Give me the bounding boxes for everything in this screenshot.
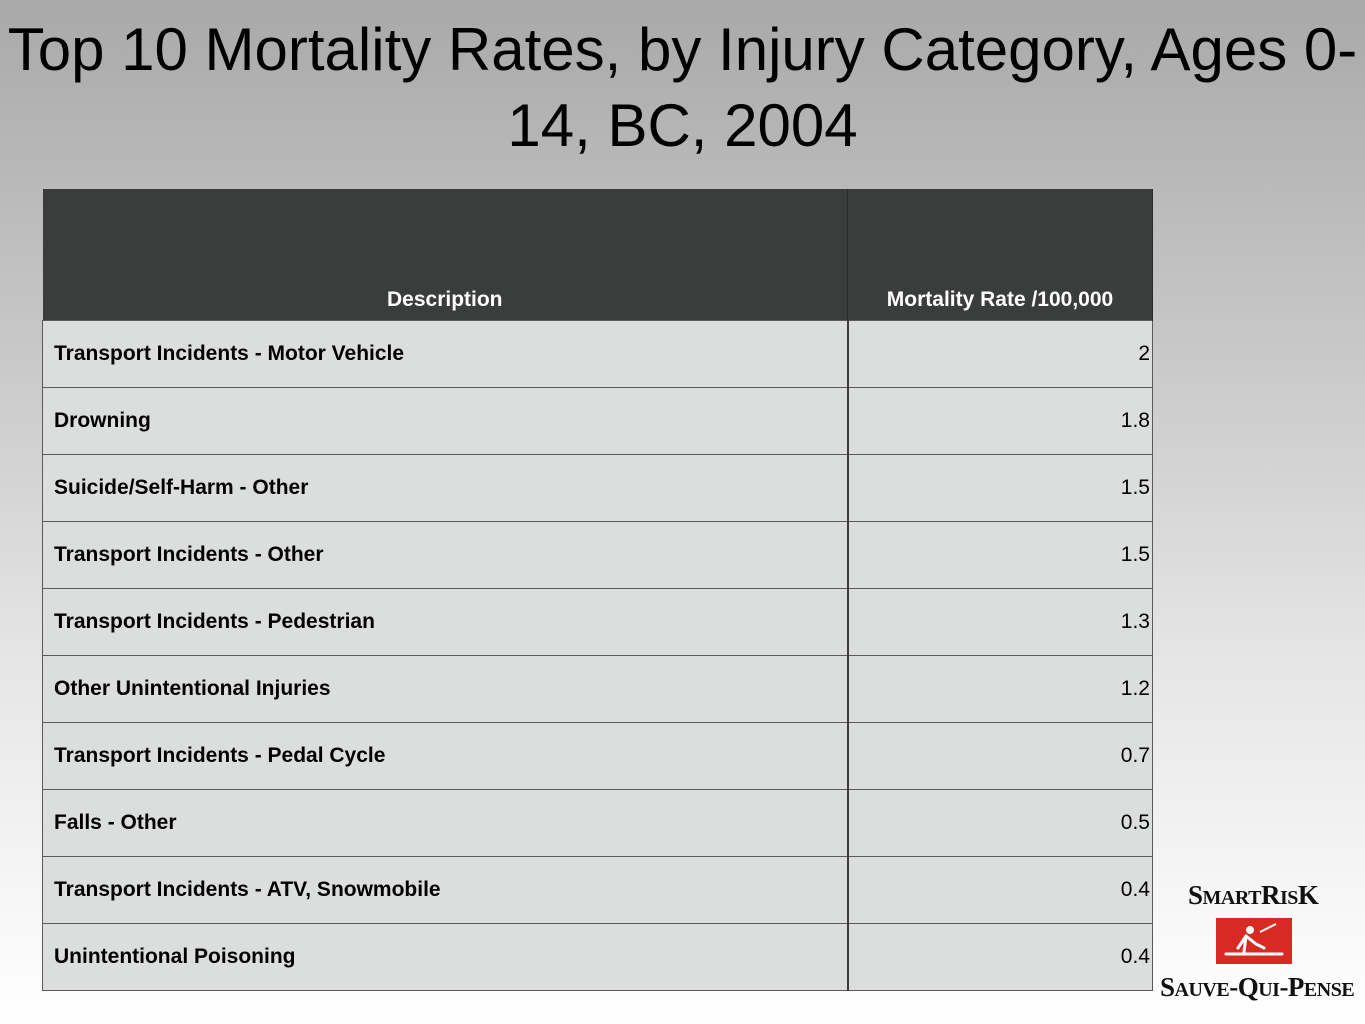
logo-top-text: SMARTRISK (1188, 880, 1319, 910)
header-description: Description (42, 189, 848, 321)
row-description: Transport Incidents - Pedal Cycle (42, 722, 849, 790)
table-row: Drowning 1.8 (42, 387, 1153, 455)
title-text: Top 10 Mortality Rates, by Injury Catego… (7, 16, 1358, 159)
table-row: Falls - Other 0.5 (42, 789, 1153, 857)
table-row: Transport Incidents - Pedal Cycle 0.7 (42, 722, 1153, 790)
slide-title: Top 10 Mortality Rates, by Injury Catego… (0, 12, 1365, 164)
logo-bottom-text: SAUVE-QUI-PENSE (1160, 972, 1355, 1002)
row-mortality-rate: 0.7 (847, 722, 1153, 790)
logo-skier-icon (1216, 918, 1292, 964)
row-mortality-rate: 1.8 (847, 387, 1153, 455)
row-description: Falls - Other (42, 789, 849, 857)
row-description: Transport Incidents - ATV, Snowmobile (42, 856, 849, 924)
row-mortality-rate: 1.3 (847, 588, 1153, 656)
table-row: Transport Incidents - Motor Vehicle 2 (42, 320, 1153, 388)
row-mortality-rate: 0.4 (847, 856, 1153, 924)
table-row: Suicide/Self-Harm - Other 1.5 (42, 454, 1153, 522)
header-mortality-rate: Mortality Rate /100,000 (847, 189, 1153, 321)
row-description: Unintentional Poisoning (42, 923, 849, 991)
row-mortality-rate: 0.5 (847, 789, 1153, 857)
table-row: Transport Incidents - Pedestrian 1.3 (42, 588, 1153, 656)
mortality-table: Description Mortality Rate /100,000 Tran… (42, 189, 1153, 991)
table-row: Transport Incidents - ATV, Snowmobile 0.4 (42, 856, 1153, 924)
table-header-row: Description Mortality Rate /100,000 (42, 189, 1153, 321)
row-mortality-rate: 1.5 (847, 521, 1153, 589)
table-body: Transport Incidents - Motor Vehicle 2 Drow… (42, 320, 1153, 991)
row-mortality-rate: 2 (847, 320, 1153, 388)
table-row: Transport Incidents - Other 1.5 (42, 521, 1153, 589)
table-row: Other Unintentional Injuries 1.2 (42, 655, 1153, 723)
smartrisk-logo: SMARTRISK SAUVE-QUI-PENSE (1160, 880, 1356, 1008)
row-description: Other Unintentional Injuries (42, 655, 849, 723)
row-description: Transport Incidents - Motor Vehicle (42, 320, 849, 388)
row-mortality-rate: 1.2 (847, 655, 1153, 723)
row-description: Transport Incidents - Other (42, 521, 849, 589)
table-row: Unintentional Poisoning 0.4 (42, 923, 1153, 991)
mortality-table-container: Description Mortality Rate /100,000 Tran… (42, 189, 1153, 991)
row-description: Transport Incidents - Pedestrian (42, 588, 849, 656)
row-description: Suicide/Self-Harm - Other (42, 454, 849, 522)
row-mortality-rate: 0.4 (847, 923, 1153, 991)
row-mortality-rate: 1.5 (847, 454, 1153, 522)
row-description: Drowning (42, 387, 849, 455)
